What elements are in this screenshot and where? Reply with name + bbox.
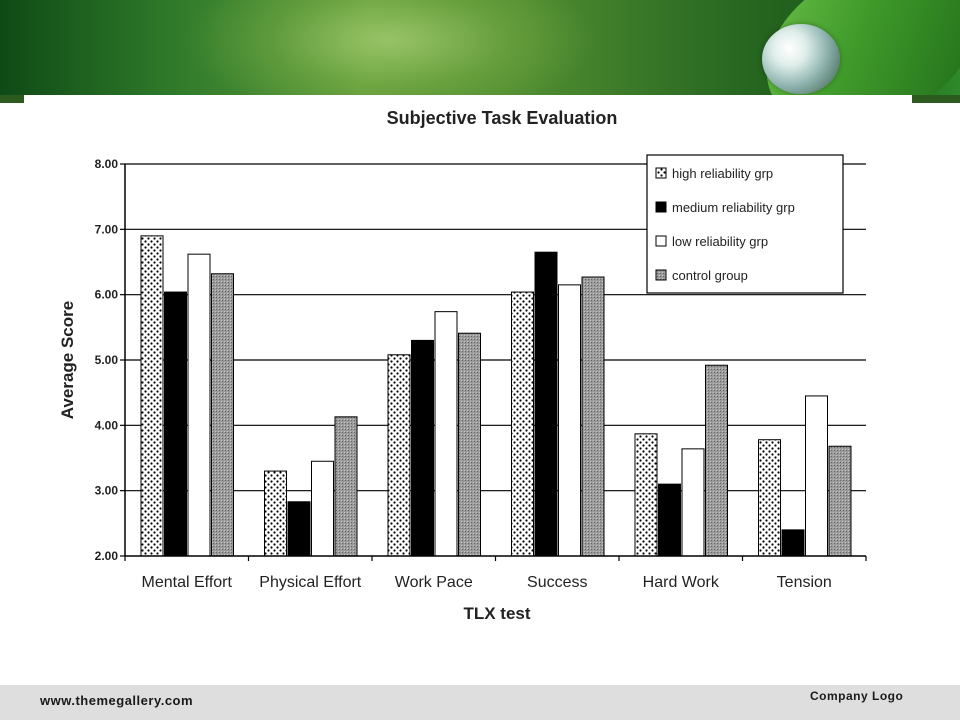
x-axis-categories: Mental Effort Physical Effort Work Pace Suc… — [124, 556, 867, 591]
bar — [187, 253, 211, 557]
x-category-label: Work Pace — [395, 574, 473, 591]
bars — [140, 235, 852, 557]
header-banner — [0, 0, 960, 95]
x-category-label: Success — [527, 574, 587, 591]
accent-bar-left — [0, 95, 24, 103]
legend-box — [646, 154, 844, 294]
y-tick-label: 6.00 — [95, 288, 119, 302]
bar — [434, 311, 458, 557]
chart-title: Subjective Task Evaluation — [387, 108, 618, 128]
y-axis-ticks: 2.00 3.00 4.00 5.00 6.00 7.00 8.00 — [95, 157, 125, 563]
bar — [458, 332, 481, 557]
x-axis-title: TLX test — [463, 604, 530, 623]
legend-label: medium reliability grp — [672, 200, 795, 215]
bar — [311, 460, 334, 557]
bar — [264, 470, 287, 557]
accent-bar-right — [912, 95, 960, 103]
water-drop-image — [762, 24, 840, 94]
y-tick-label: 2.00 — [95, 549, 119, 563]
legend-swatch — [655, 235, 667, 247]
legend-swatch — [655, 269, 667, 281]
legend-label: low reliability grp — [672, 234, 768, 249]
footer-bar — [0, 685, 960, 720]
y-tick-label: 3.00 — [95, 484, 119, 498]
bar — [634, 433, 658, 557]
x-category-label: Tension — [777, 574, 832, 591]
bar — [211, 273, 234, 557]
y-tick-label: 7.00 — [95, 222, 119, 236]
legend-swatch — [655, 201, 667, 213]
bar — [334, 416, 358, 557]
bar — [558, 284, 581, 557]
chart-legend: high reliability grp medium reliability g… — [646, 154, 844, 294]
bar — [387, 354, 411, 557]
y-axis-title: Average Score — [58, 301, 77, 419]
x-category-label: Hard Work — [643, 574, 720, 591]
banner-glow — [180, 0, 600, 95]
y-tick-label: 4.00 — [95, 418, 119, 432]
bar-chart: Subjective Task Evaluation 2.00 3.00 4.00 5… — [58, 108, 867, 623]
bar — [781, 529, 805, 557]
legend-label: high reliability grp — [672, 166, 773, 181]
bar — [805, 395, 828, 557]
x-category-label: Mental Effort — [142, 574, 233, 591]
grid-lines — [125, 163, 866, 492]
y-tick-label: 8.00 — [95, 157, 119, 171]
legend-swatch — [655, 167, 667, 179]
bar — [681, 448, 705, 557]
footer-url: www.themegallery.com — [40, 693, 194, 708]
bar — [705, 364, 728, 557]
bar — [511, 291, 534, 557]
bar — [658, 483, 681, 557]
bar — [758, 439, 781, 557]
y-tick-label: 5.00 — [95, 353, 119, 367]
bar — [287, 501, 311, 557]
bar — [828, 445, 852, 557]
x-category-label: Physical Effort — [259, 574, 362, 591]
bar — [140, 235, 164, 557]
company-logo-text: Company Logo — [810, 689, 904, 703]
bar — [534, 251, 558, 557]
bar — [164, 291, 187, 557]
legend-label: control group — [672, 268, 748, 283]
bar — [411, 339, 434, 557]
bar — [581, 276, 605, 557]
